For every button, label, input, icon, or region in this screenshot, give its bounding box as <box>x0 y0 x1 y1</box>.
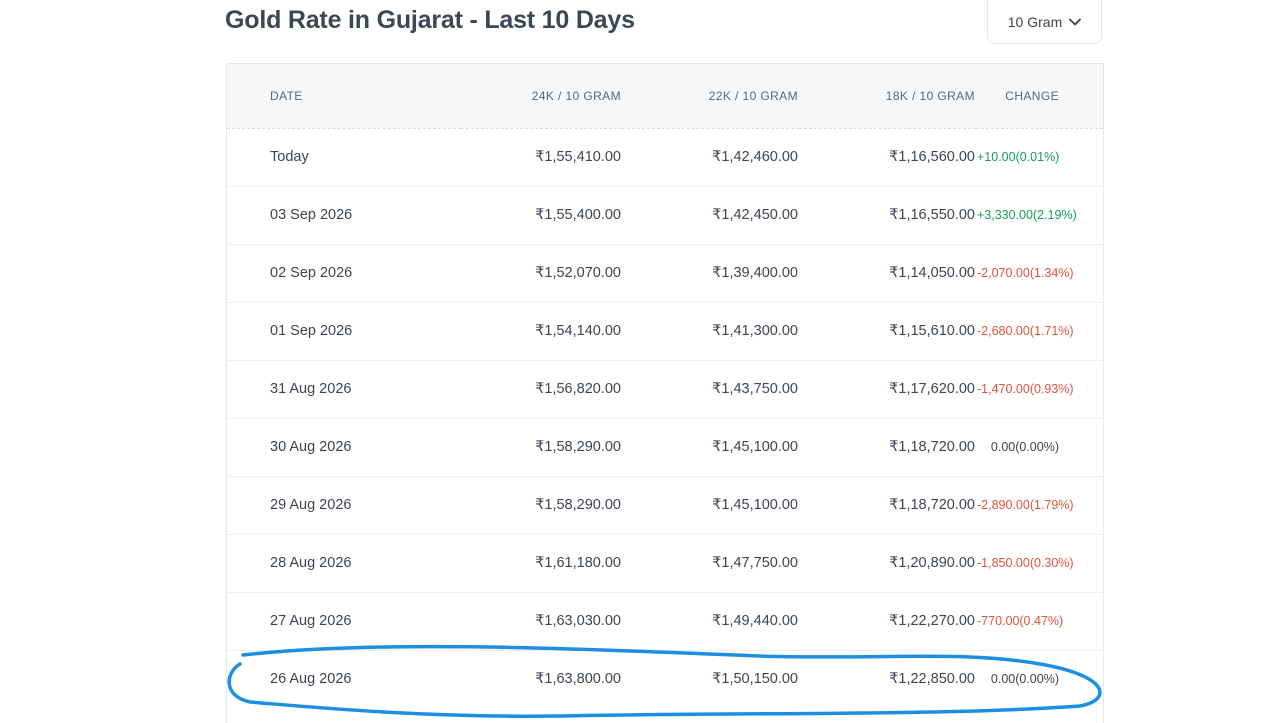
row-date: 27 Aug 2026 <box>227 592 461 651</box>
row-change: -2,890.00(1.79%) <box>976 476 1103 535</box>
row-rate-22k: ₹1,45,100.00 <box>622 418 799 477</box>
table-row: 31 Aug 2026 ₹1,56,820.00 ₹1,43,750.00 ₹1,17… <box>227 360 1103 419</box>
row-rate-22k: ₹1,41,300.00 <box>622 302 799 361</box>
header-date: DATE <box>227 64 461 129</box>
row-rate-24k: ₹1,58,290.00 <box>461 418 622 477</box>
row-rate-22k: ₹1,47,750.00 <box>622 534 799 593</box>
row-rate-22k: ₹1,42,450.00 <box>622 186 799 245</box>
row-change: -770.00(0.47%) <box>976 592 1103 651</box>
row-rate-24k: ₹1,58,290.00 <box>461 476 622 535</box>
row-date: 02 Sep 2026 <box>227 244 461 303</box>
row-change: -1,470.00(0.93%) <box>976 360 1103 419</box>
page-title: Gold Rate in Gujarat - Last 10 Days <box>225 6 635 34</box>
table-row: 26 Aug 2026 ₹1,63,800.00 ₹1,50,150.00 ₹1,22… <box>227 650 1103 708</box>
row-date: Today <box>227 128 461 187</box>
header-change: CHANGE <box>976 64 1103 129</box>
chevron-down-icon <box>1069 18 1082 26</box>
table-row: Today ₹1,55,410.00 ₹1,42,460.00 ₹1,16,560.0… <box>227 128 1103 187</box>
row-rate-18k: ₹1,22,850.00 <box>889 671 975 688</box>
row-change: -2,070.00(1.34%) <box>976 244 1103 303</box>
row-rate-24k: ₹1,56,820.00 <box>461 360 622 419</box>
row-date: 26 Aug 2026 <box>270 671 352 688</box>
table-row: 01 Sep 2026 ₹1,54,140.00 ₹1,41,300.00 ₹1,15… <box>227 302 1103 361</box>
row-rate-22k: ₹1,45,100.00 <box>622 476 799 535</box>
header-22k: 22K / 10 GRAM <box>622 64 799 129</box>
header-18k: 18K / 10 GRAM <box>799 64 976 129</box>
row-date: 28 Aug 2026 <box>227 534 461 593</box>
row-rate-24k: ₹1,54,140.00 <box>461 302 622 361</box>
row-date: 29 Aug 2026 <box>227 476 461 535</box>
table-header-row: DATE 24K / 10 GRAM 22K / 10 GRAM 18K / 1… <box>227 64 1103 129</box>
row-rate-22k: ₹1,43,750.00 <box>622 360 799 419</box>
table-row: 28 Aug 2026 ₹1,61,180.00 ₹1,47,750.00 ₹1,20… <box>227 534 1103 593</box>
row-rate-22k: ₹1,42,460.00 <box>622 128 799 187</box>
row-rate-24k: ₹1,61,180.00 <box>461 534 622 593</box>
unit-select-value: 10 Gram <box>1007 13 1063 30</box>
table-row: 03 Sep 2026 ₹1,55,400.00 ₹1,42,450.00 ₹1,16… <box>227 186 1103 245</box>
row-change: +3,330.00(2.19%) <box>976 186 1103 245</box>
table-row: 02 Sep 2026 ₹1,52,070.00 ₹1,39,400.00 ₹1,14… <box>227 244 1103 303</box>
row-rate-18k: ₹1,16,560.00 <box>799 128 976 187</box>
row-rate-18k: ₹1,18,720.00 <box>799 476 976 535</box>
row-rate-18k: ₹1,18,720.00 <box>799 418 976 477</box>
row-rate-18k: ₹1,17,620.00 <box>799 360 976 419</box>
row-change: -1,850.00(0.30%) <box>976 534 1103 593</box>
row-rate-18k: ₹1,20,890.00 <box>799 534 976 593</box>
row-rate-22k: ₹1,50,150.00 <box>712 671 798 688</box>
gold-rate-table: DATE 24K / 10 GRAM 22K / 10 GRAM 18K / 1… <box>226 63 1104 723</box>
table-row: 29 Aug 2026 ₹1,58,290.00 ₹1,45,100.00 ₹1,18… <box>227 476 1103 535</box>
row-rate-22k: ₹1,39,400.00 <box>622 244 799 303</box>
header-24k: 24K / 10 GRAM <box>461 64 622 129</box>
row-rate-18k: ₹1,14,050.00 <box>799 244 976 303</box>
row-rate-18k: ₹1,16,550.00 <box>799 186 976 245</box>
row-change: 0.00(0.00%) <box>976 418 1103 477</box>
row-date: 30 Aug 2026 <box>227 418 461 477</box>
row-date: 31 Aug 2026 <box>227 360 461 419</box>
row-change: -2,680.00(1.71%) <box>976 302 1103 361</box>
row-change: 0.00(0.00%) <box>990 672 1059 687</box>
row-rate-24k: ₹1,55,410.00 <box>461 128 622 187</box>
row-rate-24k: ₹1,52,070.00 <box>461 244 622 303</box>
row-rate-24k: ₹1,63,800.00 <box>535 671 621 688</box>
row-date: 01 Sep 2026 <box>227 302 461 361</box>
row-rate-24k: ₹1,63,030.00 <box>461 592 622 651</box>
row-rate-18k: ₹1,15,610.00 <box>799 302 976 361</box>
row-change: +10.00(0.01%) <box>976 128 1103 187</box>
table-row: 30 Aug 2026 ₹1,58,290.00 ₹1,45,100.00 ₹1,18… <box>227 418 1103 477</box>
table-row: 27 Aug 2026 ₹1,63,030.00 ₹1,49,440.00 ₹1,22… <box>227 592 1103 651</box>
row-rate-22k: ₹1,49,440.00 <box>622 592 799 651</box>
row-rate-24k: ₹1,55,400.00 <box>461 186 622 245</box>
row-date: 03 Sep 2026 <box>227 186 461 245</box>
row-rate-18k: ₹1,22,270.00 <box>799 592 976 651</box>
unit-select[interactable]: 10 Gram <box>987 0 1102 44</box>
